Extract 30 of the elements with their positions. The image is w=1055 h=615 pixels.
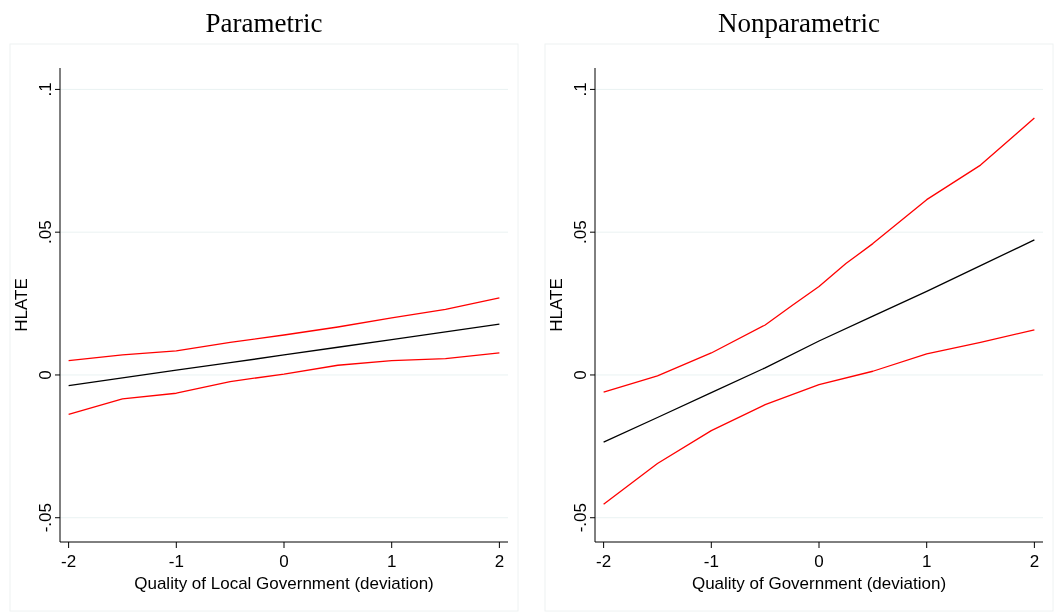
y-axis-title: HLATE [547, 278, 566, 332]
line-series [67, 323, 501, 387]
y-tick-label: -.05 [571, 503, 590, 533]
y-tick-label: -.05 [36, 503, 55, 533]
x-tick-label: -2 [596, 552, 612, 571]
line-series [67, 297, 501, 362]
x-axis-title: Quality of Government (deviation) [691, 574, 947, 593]
x-tick-label: -1 [168, 552, 184, 571]
x-tick-label: 1 [386, 552, 397, 571]
x-tick-label: -2 [61, 552, 77, 571]
x-tick-label: 0 [814, 552, 824, 571]
x-tick-label: 1 [921, 552, 932, 571]
chart-title: Parametric [205, 8, 323, 38]
line-series [602, 239, 1036, 443]
y-tick-label: .05 [571, 220, 590, 245]
y-axis-title: HLATE [12, 278, 31, 332]
y-tick-label: .1 [571, 82, 590, 97]
x-tick-label: 0 [279, 552, 289, 571]
y-tick-label: .05 [36, 220, 55, 245]
x-tick-label: -1 [703, 552, 719, 571]
line-series [602, 117, 1036, 393]
x-tick-label: 2 [1029, 552, 1040, 571]
x-tick-label: 2 [494, 552, 505, 571]
y-tick-label: .1 [36, 82, 55, 97]
y-tick-label: 0 [571, 370, 590, 380]
line-series [602, 329, 1036, 505]
x-axis-title: Quality of Local Government (deviation) [134, 574, 434, 593]
line-series [67, 352, 501, 416]
chart-title: Nonparametric [718, 8, 880, 38]
y-tick-label: 0 [36, 370, 55, 380]
